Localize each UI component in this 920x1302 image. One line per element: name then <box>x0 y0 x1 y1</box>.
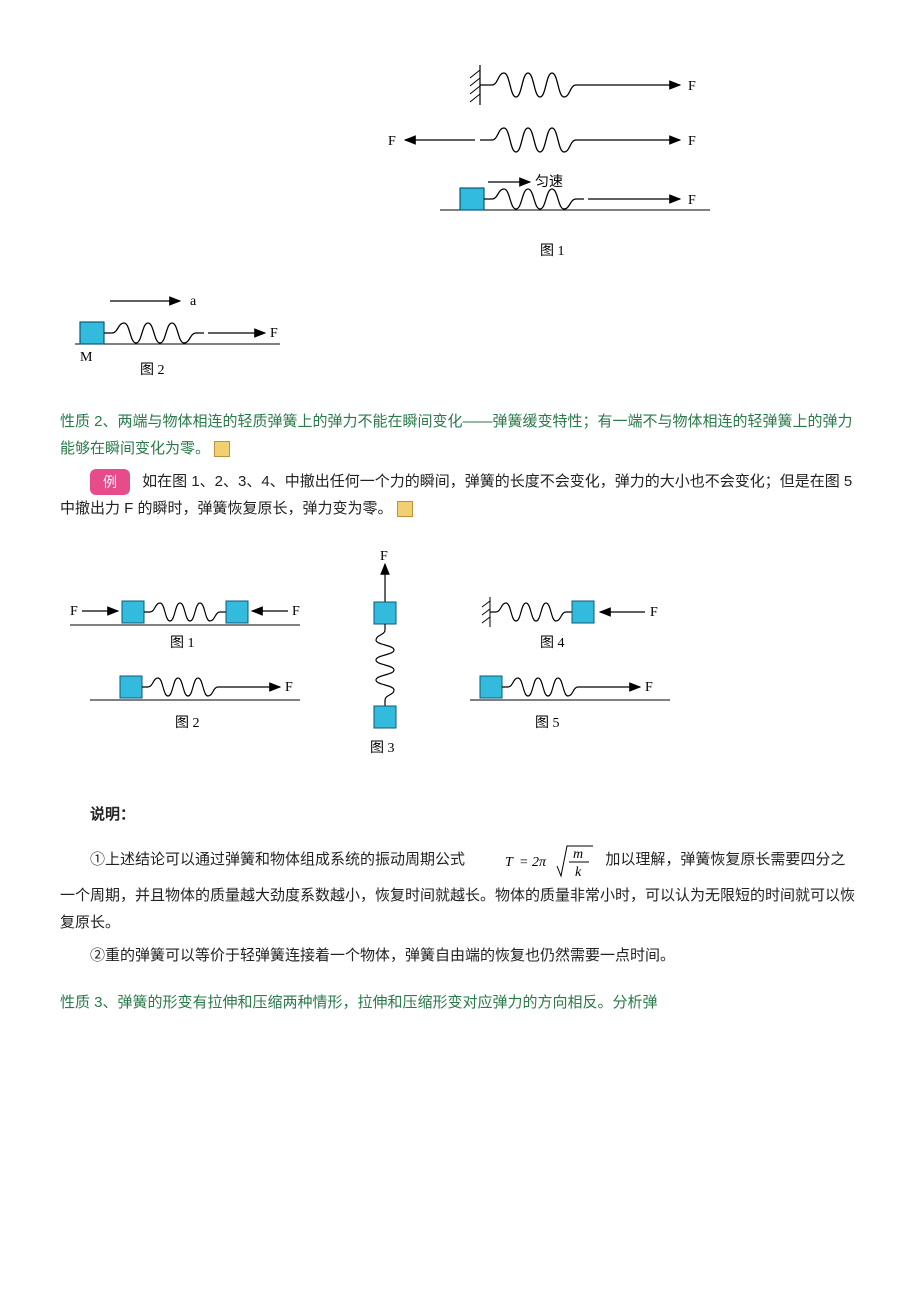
fc1: F F 图 1 <box>70 601 300 651</box>
fc1-caption: 图 1 <box>170 636 195 651</box>
formula-m: m <box>573 847 583 862</box>
property-2: 性质 2、两端与物体相连的轻质弹簧上的弹力不能在瞬间变化——弹簧缓变特性；有一端… <box>60 408 860 462</box>
note-icon <box>214 441 230 457</box>
property-2-text: 性质 2、两端与物体相连的轻质弹簧上的弹力不能在瞬间变化——弹簧缓变特性；有一端… <box>60 413 853 457</box>
fc1-F-right: F <box>292 604 300 619</box>
note-2: ②重的弹簧可以等价于轻弹簧连接着一个物体，弹簧自由端的恢复也仍然需要一点时间。 <box>60 942 860 969</box>
label-F-left: F <box>388 134 396 149</box>
label-M: M <box>80 350 93 365</box>
fc4: F 图 4 <box>482 597 658 651</box>
label-F: F <box>688 79 696 94</box>
fc4-caption: 图 4 <box>540 636 565 651</box>
figure-c: F F 图 1 F 图 2 F 图 3 <box>70 542 860 781</box>
fc2-caption: 图 2 <box>175 716 200 731</box>
example-text: 如在图 1、2、3、4、中撤出任何一个力的瞬间，弹簧的长度不会变化，弹力的大小也… <box>60 473 852 517</box>
notes-label: 说明： <box>90 801 860 828</box>
period-formula: T = 2π m k <box>475 838 595 882</box>
label-F-right: F <box>688 134 696 149</box>
fc3-caption: 图 3 <box>370 741 395 756</box>
fc5-F: F <box>645 680 653 695</box>
figure-a-svg: F F F 匀速 F 图 1 <box>380 60 720 260</box>
fc2-F: F <box>285 680 293 695</box>
fc5: F 图 5 <box>470 676 670 731</box>
figure-b: a M F 图 2 <box>70 289 860 388</box>
fa-row1: F <box>470 65 696 105</box>
figure-a: F F F 匀速 F 图 1 <box>380 60 860 269</box>
fc5-caption: 图 5 <box>535 716 560 731</box>
note-1: ①上述结论可以通过弹簧和物体组成系统的振动周期公式 T = 2π m k 加以理… <box>60 838 860 936</box>
figure-b-caption: 图 2 <box>140 363 165 378</box>
example-badge: 例 <box>90 469 130 495</box>
figure-a-caption: 图 1 <box>540 244 565 259</box>
label-a: a <box>190 294 197 309</box>
label-uniform: 匀速 <box>535 174 563 190</box>
label-F: F <box>688 193 696 208</box>
figure-b-svg: a M F 图 2 <box>70 289 290 379</box>
note1-lead: ①上述结论可以通过弹簧和物体组成系统的振动周期公式 <box>90 851 465 868</box>
formula-T: T <box>505 855 514 870</box>
label-F: F <box>270 326 278 341</box>
formula-eq: = 2π <box>519 855 547 870</box>
fc2: F 图 2 <box>90 676 300 731</box>
fc4-F: F <box>650 605 658 620</box>
example-para: 例 如在图 1、2、3、4、中撤出任何一个力的瞬间，弹簧的长度不会变化，弹力的大… <box>60 468 860 522</box>
fa-row3: 匀速 F <box>440 174 710 210</box>
fc3-F: F <box>380 549 388 564</box>
formula-k: k <box>575 865 582 880</box>
figure-c-svg: F F 图 1 F 图 2 F 图 3 <box>70 542 710 772</box>
note-icon-2 <box>397 501 413 517</box>
fa-row2: F F <box>388 128 696 152</box>
property-3: 性质 3、弹簧的形变有拉伸和压缩两种情形，拉伸和压缩形变对应弹力的方向相反。分析… <box>60 989 860 1016</box>
fc3: F 图 3 <box>370 549 396 756</box>
fc1-F-left: F <box>70 604 78 619</box>
